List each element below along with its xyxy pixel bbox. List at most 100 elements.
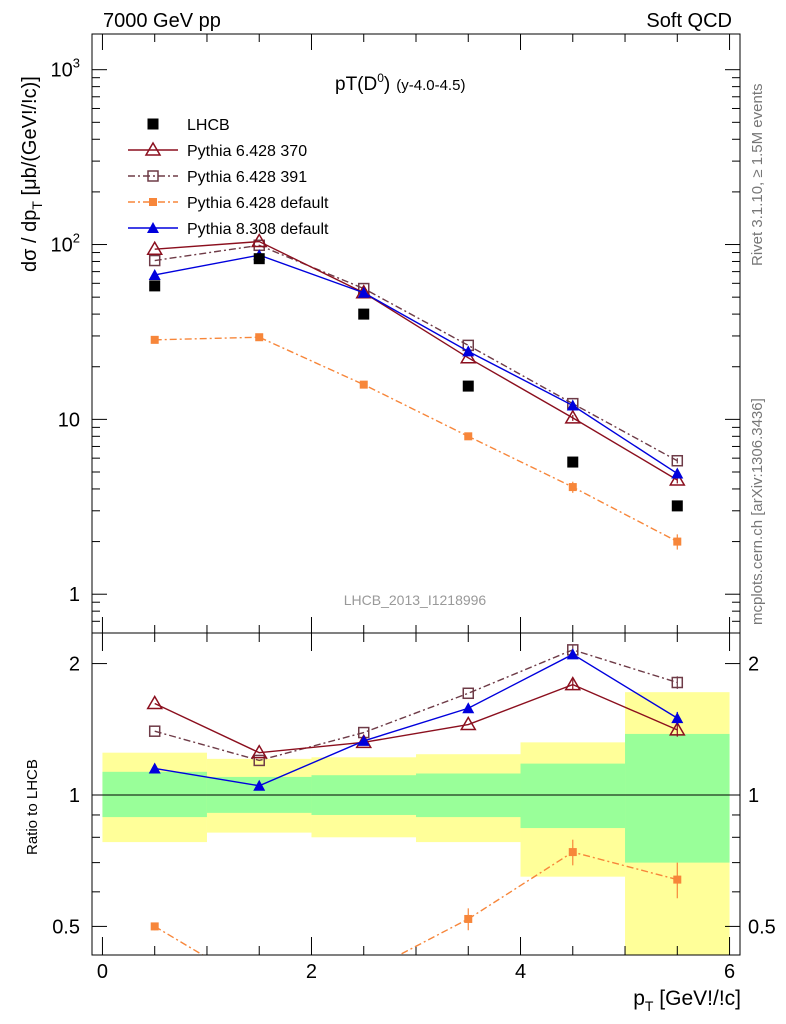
main-line-p6def	[154, 336, 678, 543]
ratio-point-p8def	[566, 648, 579, 660]
main-point-lhcb	[253, 253, 265, 265]
legend-label-p8def: Pythia 8.308 default	[187, 221, 329, 238]
main-point-p370	[668, 471, 686, 486]
ratio-y-tick-label-right: 0.5	[748, 916, 776, 938]
main-point-p8def	[671, 467, 684, 479]
side-text-bottom: mcplots.cern.ch [arXiv:1306.3436]	[749, 398, 766, 625]
main-line-p391	[154, 244, 678, 462]
ratio-line-p6def	[154, 851, 678, 955]
y-tick-label-exp: 3	[73, 56, 80, 71]
main-point-p391	[148, 254, 161, 267]
title-close: )	[384, 74, 390, 95]
y-tick-label-base: 10	[51, 60, 73, 82]
ratio-point-p6def	[150, 922, 159, 931]
band-inner	[625, 733, 730, 863]
main-point-p6def	[359, 380, 368, 389]
ratio-y-tick-label-right: 2	[748, 654, 759, 676]
x-tick-label: 2	[306, 961, 317, 983]
legend: LHCB Pythia 6.428 370 Pythia 6.428 391 Pyth…	[128, 117, 329, 238]
ratio-point-p370	[564, 676, 582, 691]
ylabel-sub: T	[29, 201, 45, 210]
main-point-p8def	[566, 399, 579, 411]
y-tick-label: 10	[58, 409, 80, 431]
ratio-point-p370	[146, 695, 164, 710]
ratio-point-p8def	[357, 734, 370, 746]
x-tick-label: 4	[515, 961, 526, 983]
ratio-point-p391	[253, 754, 265, 767]
main-point-p370	[146, 240, 164, 255]
main-plot-ylabel: dσ / dpT [μb/(GeV!/!c)]	[19, 76, 45, 272]
ratio-point-p370	[459, 716, 477, 731]
main-point-p6def	[568, 483, 577, 492]
legend-marker-lhcb	[147, 118, 159, 130]
ratio-point-p8def	[671, 712, 684, 724]
ratio-point-p391	[671, 676, 684, 689]
main-plot-series	[146, 233, 686, 550]
legend-marker-p370	[144, 141, 162, 156]
main-point-p8def	[462, 345, 475, 357]
main-point-lhcb	[567, 456, 579, 468]
y-tick-label-base: 10	[58, 409, 80, 431]
main-point-lhcb	[462, 380, 474, 392]
main-point-p6def	[150, 335, 159, 344]
band-inner	[102, 771, 207, 818]
x-tick-label: 0	[97, 961, 108, 983]
title-sup: 0	[377, 71, 384, 85]
main-point-lhcb	[671, 500, 683, 512]
band-inner	[520, 763, 626, 829]
main-point-p370	[250, 233, 268, 248]
ratio-point-p6def	[673, 875, 682, 884]
ratio-line-p391	[154, 649, 678, 762]
main-point-p8def	[357, 286, 370, 298]
ratio-point-p6def	[464, 914, 473, 923]
main-point-p370	[564, 409, 582, 424]
y-tick-label: 103	[51, 56, 80, 82]
main-line-p370	[154, 240, 678, 481]
ratio-y-tick-label: 0.5	[52, 916, 80, 938]
ratio-point-p6def	[255, 985, 263, 993]
main-point-p370	[459, 349, 477, 364]
ratio-point-p370	[250, 744, 268, 759]
y-tick-label: 1	[69, 584, 80, 606]
main-point-p8def	[148, 268, 161, 280]
title-main: pT(D	[335, 74, 377, 95]
legend-marker-p6def	[149, 198, 157, 206]
y-tick-label-base: 1	[69, 584, 80, 606]
title-sub: (y-4.0-4.5)	[396, 77, 465, 94]
legend-marker-p8def	[147, 222, 159, 233]
y-tick-label-exp: 2	[73, 231, 80, 246]
legend-label-p391: Pythia 6.428 391	[187, 169, 307, 186]
ratio-plot-series	[146, 644, 686, 993]
ratio-line-p370	[154, 683, 678, 754]
legend-marker-p391	[147, 170, 159, 182]
main-point-p6def	[673, 537, 682, 546]
main-point-p391	[671, 454, 684, 467]
ratio-point-p8def	[148, 762, 161, 774]
ratio-plot-ylabel: Ratio to LHCB	[24, 759, 41, 855]
ylabel-unit: [μb/(GeV!/!c)]	[19, 76, 41, 201]
main-point-p6def	[255, 333, 264, 342]
side-text-top: Rivet 3.1.10, ≥ 1.5M events	[749, 84, 766, 267]
ratio-plot-ticks: 0.5 0.5 1 1 2 2 0 2 4 6	[52, 633, 776, 983]
header-right: Soft QCD	[646, 10, 732, 32]
header-left: 7000 GeV pp	[103, 10, 221, 32]
legend-label-lhcb: LHCB	[187, 117, 230, 134]
x-axis-label: pT [GeV!/!c]	[633, 987, 741, 1014]
ratio-y-tick-label: 1	[69, 785, 80, 807]
main-point-p6def	[464, 432, 473, 441]
main-point-lhcb	[358, 308, 370, 320]
ratio-point-p8def	[462, 702, 475, 714]
main-plot-title: pT(D0) (y-4.0-4.5)	[335, 71, 465, 95]
x-tick-label: 6	[724, 961, 735, 983]
ylabel-main: dσ / dp	[19, 210, 41, 272]
ratio-point-p370	[668, 721, 686, 736]
y-tick-label-base: 10	[51, 235, 73, 257]
legend-label-p370: Pythia 6.428 370	[187, 143, 307, 160]
xlabel-sub: T	[645, 998, 654, 1014]
ratio-y-tick-label: 2	[69, 654, 80, 676]
main-point-lhcb	[149, 280, 161, 292]
ratio-point-p391	[462, 687, 475, 700]
ratio-plot-panel: 0.5 0.5 1 1 2 2 0 2 4 6 Ratio to LHCB pT [GeV!/!c…	[24, 632, 776, 1014]
